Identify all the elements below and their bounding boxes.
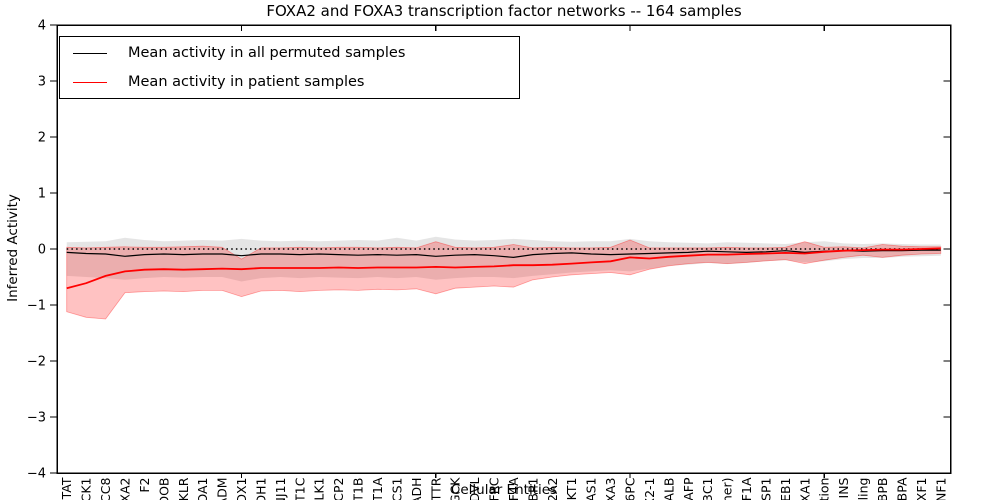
x-tick-label: ACADM: [215, 478, 230, 500]
x-tick-label: ALAS1: [584, 478, 599, 500]
permuted-mean-line: [66, 249, 941, 259]
x-tick-label: TFRC: [487, 477, 502, 500]
x-tick-label: response to starvation: [817, 478, 832, 500]
x-tick-label: SLC2A2: [545, 478, 560, 500]
x-tick-label: ACADVL: [467, 477, 482, 500]
legend-label: Mean activity in all permuted samples: [128, 45, 406, 61]
x-tick-label: HNF4A: [506, 477, 521, 500]
x-tick-label: ABCC8: [98, 477, 113, 500]
legend: Mean activity in all permuted samples Mea…: [59, 36, 520, 99]
x-tick-label: NR3C1: [700, 478, 715, 500]
y-tick-label: −4: [27, 467, 46, 482]
y-tick-label: −1: [27, 299, 46, 314]
x-tick-label: HADH: [409, 478, 424, 500]
x-tick-label: PCK1: [79, 478, 94, 500]
x-tick-label: GCK: [448, 477, 463, 500]
y-tick-label: 3: [38, 75, 46, 90]
x-tick-label: HNF1A (dimer): [720, 478, 735, 500]
x-tick-label: FOXF1: [914, 478, 929, 500]
y-axis-label: Inferred Activity: [5, 194, 21, 302]
x-axis-label: Cellular Entities: [450, 482, 558, 498]
chart-title: FOXA2 and FOXA3 transcription factor net…: [266, 2, 742, 20]
x-tick-label: UCP2: [331, 478, 346, 500]
legend-entry-1: Mean activity in patient samples: [73, 72, 519, 93]
x-tick-label: HNF1A: [739, 477, 754, 500]
x-tick-label: SP1: [759, 478, 774, 500]
y-tick-label: 4: [38, 19, 46, 34]
y-tick-label: −3: [27, 411, 46, 426]
x-tick-label: TAT: [59, 477, 74, 500]
x-tick-label: FOXA3: [603, 478, 618, 500]
patient-mean-line: [66, 247, 941, 290]
x-tick-label: CPT1A: [370, 477, 385, 500]
x-tick-label: CEBPB: [875, 478, 890, 500]
x-tick-label: NF1: [933, 478, 948, 500]
legend-entry-0: Mean activity in all permuted samples: [73, 43, 519, 64]
y-tick-label: 1: [38, 187, 46, 202]
x-tick-label: DLK1: [312, 478, 327, 500]
x-tick-label: HMGCS1: [389, 478, 404, 500]
x-tick-label: CREB1: [778, 478, 793, 500]
y-tick-label: 2: [38, 131, 46, 146]
x-tick-label: INS: [836, 477, 851, 498]
x-tick-label: G6PC: [623, 477, 638, 500]
x-tick-label: FOXA1: [797, 478, 812, 500]
x-tick-label: AKT1: [564, 478, 579, 500]
legend-line-sample: [73, 81, 107, 83]
x-tick-label: PDX1: [234, 478, 249, 500]
x-tick-label: IGFBP1: [525, 478, 540, 500]
x-tick-label: ALB: [661, 478, 676, 500]
y-tick-label: −2: [27, 355, 46, 370]
x-tick-label: NKX2-1: [642, 478, 657, 500]
x-tick-label: PKLR: [176, 477, 191, 500]
x-tick-label: CEBPA: [894, 477, 909, 500]
legend-line-sample: [73, 52, 107, 54]
x-tick-label: chromatin remodeling: [856, 478, 871, 500]
x-tick-label: ALDOB: [156, 478, 171, 500]
patient-confidence-band: [66, 239, 942, 320]
x-tick-label: APOA1: [195, 478, 210, 500]
legend-label: Mean activity in patient samples: [128, 74, 365, 90]
y-tick-label: 0: [38, 243, 46, 258]
x-tick-label: CPT1C: [292, 477, 307, 500]
x-tick-label: BDH1: [254, 478, 269, 500]
x-tick-label: KCNJ11: [273, 478, 288, 500]
x-tick-label: AFP: [681, 477, 696, 500]
x-tick-label: TTR: [428, 477, 443, 500]
permuted-confidence-band: [66, 236, 941, 282]
x-tick-label: F2: [137, 478, 152, 493]
x-tick-label: CPT1B: [351, 478, 366, 500]
x-tick-label: FOXA2: [118, 478, 133, 500]
